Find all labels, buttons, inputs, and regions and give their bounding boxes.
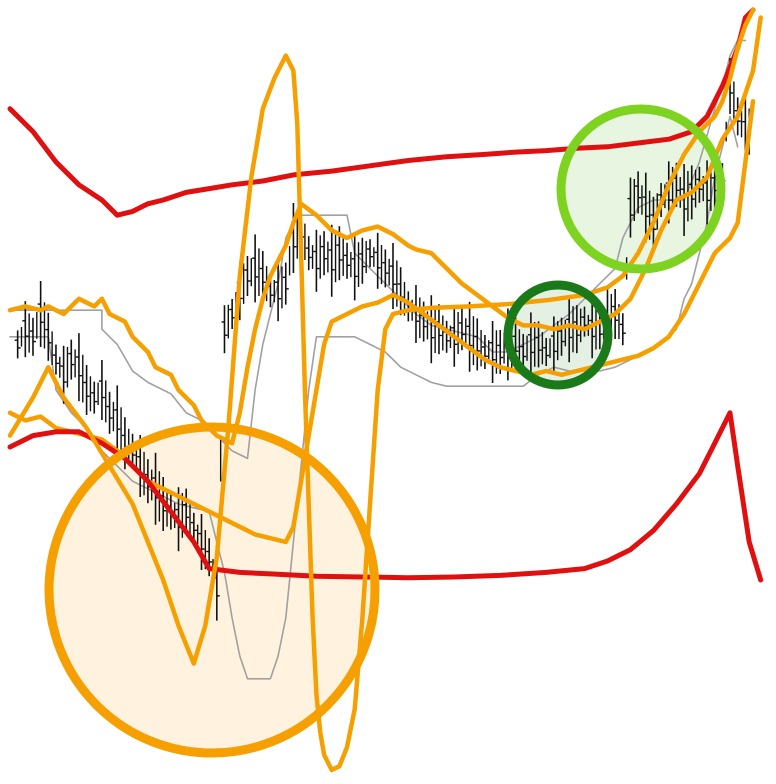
dark-green-highlight-circle [503, 280, 613, 390]
orange-highlight-circle [44, 422, 380, 758]
light-green-highlight-circle [556, 104, 726, 274]
highlight-rings [44, 104, 726, 758]
series-layer [7, 7, 764, 773]
band-upper-line [7, 15, 763, 446]
oscillator-line [7, 7, 756, 773]
